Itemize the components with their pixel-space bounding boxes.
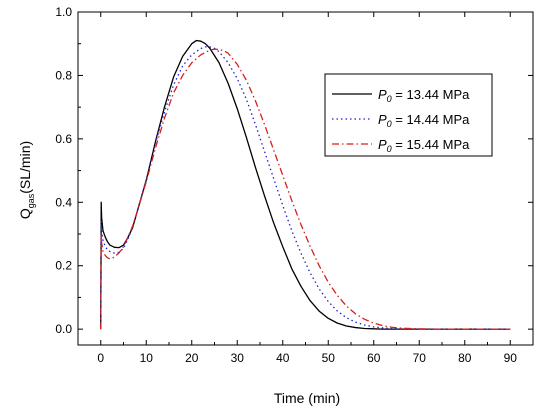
x-tick-label: 40 [276, 351, 290, 365]
x-tick-label: 50 [322, 351, 336, 365]
legend-box [324, 73, 493, 157]
y-tick-label: 0.6 [55, 132, 72, 146]
x-tick-label: 20 [185, 351, 199, 365]
series-line-3 [100, 48, 511, 330]
x-tick-label: 70 [413, 351, 427, 365]
legend-label-3: P0 = 15.44 MPa [378, 137, 470, 154]
y-tick-label: 0.2 [55, 259, 72, 273]
y-tick-label: 0.0 [55, 322, 72, 336]
x-tick-label: 80 [458, 351, 472, 365]
y-tick-label: 1.0 [55, 5, 72, 19]
y-tick-label: 0.8 [55, 68, 72, 82]
x-tick-label: 60 [367, 351, 381, 365]
legend-label-1: P0 = 13.44 MPa [378, 87, 470, 104]
legend-label-2: P0 = 14.44 MPa [378, 112, 470, 129]
x-tick-label: 30 [231, 351, 245, 365]
x-tick-label: 10 [140, 351, 154, 365]
y-axis-label: Qgas(SL/min) [17, 141, 36, 219]
series-line-1 [100, 39, 511, 330]
x-axis-label: Time (min) [274, 390, 340, 406]
y-tick-label: 0.4 [55, 195, 72, 209]
legend: P0 = 13.44 MPa P0 = 14.44 MPa P0 = 15.44 M… [324, 73, 493, 157]
x-tick-label: 90 [504, 351, 518, 365]
x-tick-label: 0 [97, 351, 104, 365]
